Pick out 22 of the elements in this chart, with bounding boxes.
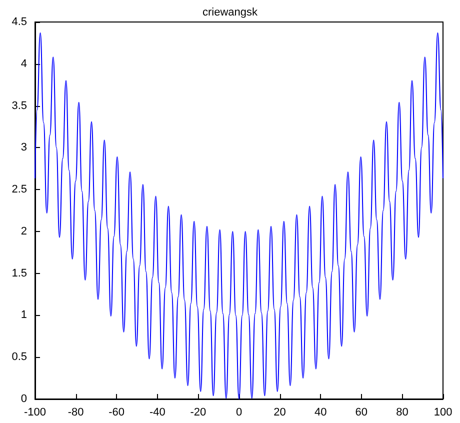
x-tick-label: -100 (24, 406, 46, 418)
x-tick-label: -60 (108, 406, 125, 418)
chart-title: criewangsk (202, 6, 258, 18)
y-tick-label: 1.5 (12, 267, 27, 280)
y-tick-label: 1 (20, 309, 27, 322)
y-tick-label: 4 (20, 58, 27, 70)
x-tick-label: 60 (355, 406, 368, 418)
y-tick-label: 3.5 (12, 100, 27, 112)
x-tick-label: 80 (396, 406, 408, 418)
x-tick-label: 20 (274, 406, 286, 418)
y-tick-label: 2.5 (12, 184, 27, 196)
x-tick-label: -20 (190, 406, 206, 418)
y-tick-label: 2 (20, 225, 27, 238)
x-tick-label: 40 (314, 406, 327, 418)
y-tick-label: 4.5 (12, 16, 27, 28)
y-tick-label: 3 (20, 142, 27, 154)
x-tick-label: -80 (68, 406, 84, 418)
x-tick-label: 100 (434, 406, 452, 418)
y-tick-label: 0 (20, 393, 27, 405)
x-tick-label: 0 (236, 406, 242, 418)
y-tick-label: 0.5 (12, 351, 27, 364)
x-tick-label: -40 (149, 406, 166, 418)
